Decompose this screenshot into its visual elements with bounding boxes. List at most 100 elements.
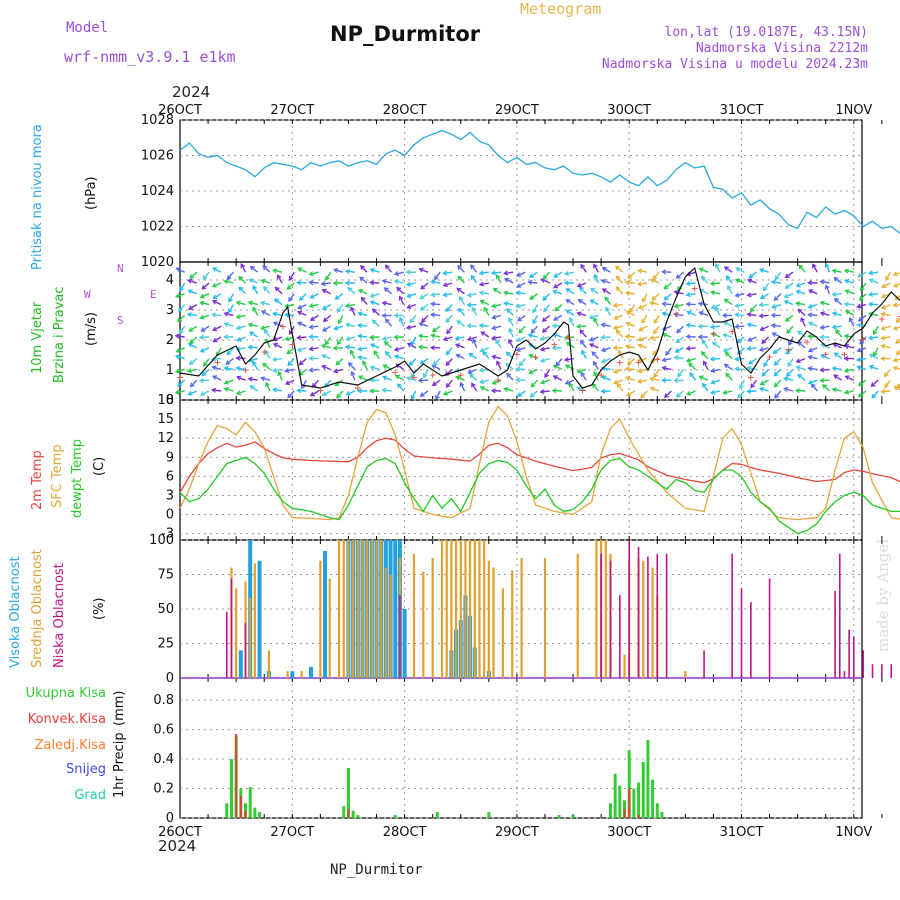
y-tick-label: 75 (157, 568, 174, 583)
wind-arrowhead (673, 289, 679, 295)
wind-arrow (540, 347, 550, 351)
wind-arrowhead (357, 388, 362, 394)
wind-arrow (224, 312, 234, 317)
wind-arrow (224, 379, 234, 384)
wind-arrow (553, 271, 563, 278)
wind-arrow (812, 264, 818, 273)
wind-arrow (297, 281, 307, 284)
wind-arrow (784, 377, 794, 381)
wind-arrow (859, 293, 867, 301)
wind-arrow (715, 263, 721, 273)
wind-arrow (711, 390, 721, 394)
wind-arrow (662, 302, 672, 306)
wind-arrowhead (357, 311, 363, 317)
wind-arrowhead (382, 375, 388, 381)
wind-arrow (175, 368, 185, 373)
wind-arrow (773, 293, 782, 301)
wind-arrow (443, 293, 453, 296)
wind-arrowhead (189, 274, 195, 279)
wind-arrowhead (892, 357, 898, 363)
wind-arrow (613, 379, 623, 384)
wind-arrow (516, 282, 526, 288)
wind-arrowhead (576, 323, 581, 329)
wind-arrowhead (274, 286, 280, 292)
wind-arrow (663, 282, 672, 290)
wind-arrow (735, 267, 745, 273)
wind-arrow (335, 358, 344, 366)
cloud-bar (361, 540, 364, 678)
cloud-bar (328, 578, 331, 678)
wind-arrow (236, 336, 246, 342)
wind-arrowhead (249, 331, 255, 337)
wind-arrowhead (518, 361, 524, 367)
wind-arrowhead (761, 371, 767, 377)
wind-arrow (747, 279, 757, 284)
wind-arrow (358, 356, 368, 360)
wind-arrow (213, 336, 222, 343)
wind-arrow (277, 371, 283, 381)
wind-arrowhead (685, 301, 691, 307)
wind-arrowhead (750, 307, 755, 313)
wind-arrow (530, 379, 539, 388)
wind-arrowhead (880, 355, 886, 362)
wind-arrow (261, 279, 271, 284)
wind-arrowhead (831, 291, 837, 297)
wind-arrow (616, 383, 624, 392)
wind-arrowhead (833, 277, 839, 282)
wind-arrow (265, 382, 271, 392)
wind-arrow (797, 341, 806, 349)
wind-arrow (433, 358, 441, 366)
wind-arrowhead (320, 281, 326, 287)
wind-arrow (187, 313, 197, 317)
wind-arrowhead (843, 333, 849, 339)
precip-bar (613, 773, 617, 818)
wind-arrowhead (605, 306, 610, 312)
wind-arrow (275, 286, 283, 295)
wind-arrow (418, 335, 429, 338)
wind-arrow (590, 288, 599, 295)
wind-arrowhead (236, 375, 242, 381)
wind-arrowhead (359, 264, 365, 270)
wind-arrowhead (709, 281, 715, 287)
wind-arrow (626, 376, 636, 381)
wind-arrowhead (528, 343, 534, 348)
wind-arrowhead (223, 379, 229, 385)
wind-arrowhead (614, 265, 620, 271)
wind-arrow (399, 317, 405, 327)
precip-bar (608, 803, 612, 818)
wind-arrowhead (653, 318, 659, 324)
wind-arrowhead (455, 353, 461, 359)
x-day-label-bottom: 30OCT (607, 825, 651, 840)
wind-arrow (322, 365, 331, 371)
wind-arrow (798, 264, 806, 273)
wind-arrowhead (238, 286, 244, 292)
temp2m-line (179, 437, 900, 493)
y-tick-label: 0 (166, 393, 174, 408)
wind-arrow (893, 366, 900, 370)
wind-arrow (542, 325, 551, 333)
wind-arrow (844, 390, 854, 394)
wind-arrowhead (685, 357, 692, 363)
wind-arrowhead (710, 332, 716, 337)
y-tick-label: 3 (166, 303, 174, 318)
precip-bar (660, 812, 664, 818)
y-tick-label: 9 (166, 450, 174, 465)
wind-arrow (797, 374, 806, 381)
wind-arrowhead (320, 343, 327, 349)
precip-bar (628, 788, 631, 818)
wind-arrowhead (748, 359, 754, 365)
wind-arrow (724, 363, 733, 370)
wind-arrow (236, 367, 246, 371)
wind-arrow (579, 286, 587, 295)
wind-arrowhead (637, 304, 643, 310)
wind-arrow (445, 347, 453, 355)
wind-arrow (431, 303, 441, 306)
wind-arrow (495, 339, 502, 349)
wind-arrow (542, 271, 551, 280)
wind-arrow (528, 354, 538, 360)
wind-arrowhead (198, 378, 204, 384)
wind-arrowhead (564, 364, 570, 370)
wind-arrowhead (685, 322, 691, 328)
wind-arrowhead (235, 346, 241, 352)
wind-arrowhead (199, 300, 205, 306)
